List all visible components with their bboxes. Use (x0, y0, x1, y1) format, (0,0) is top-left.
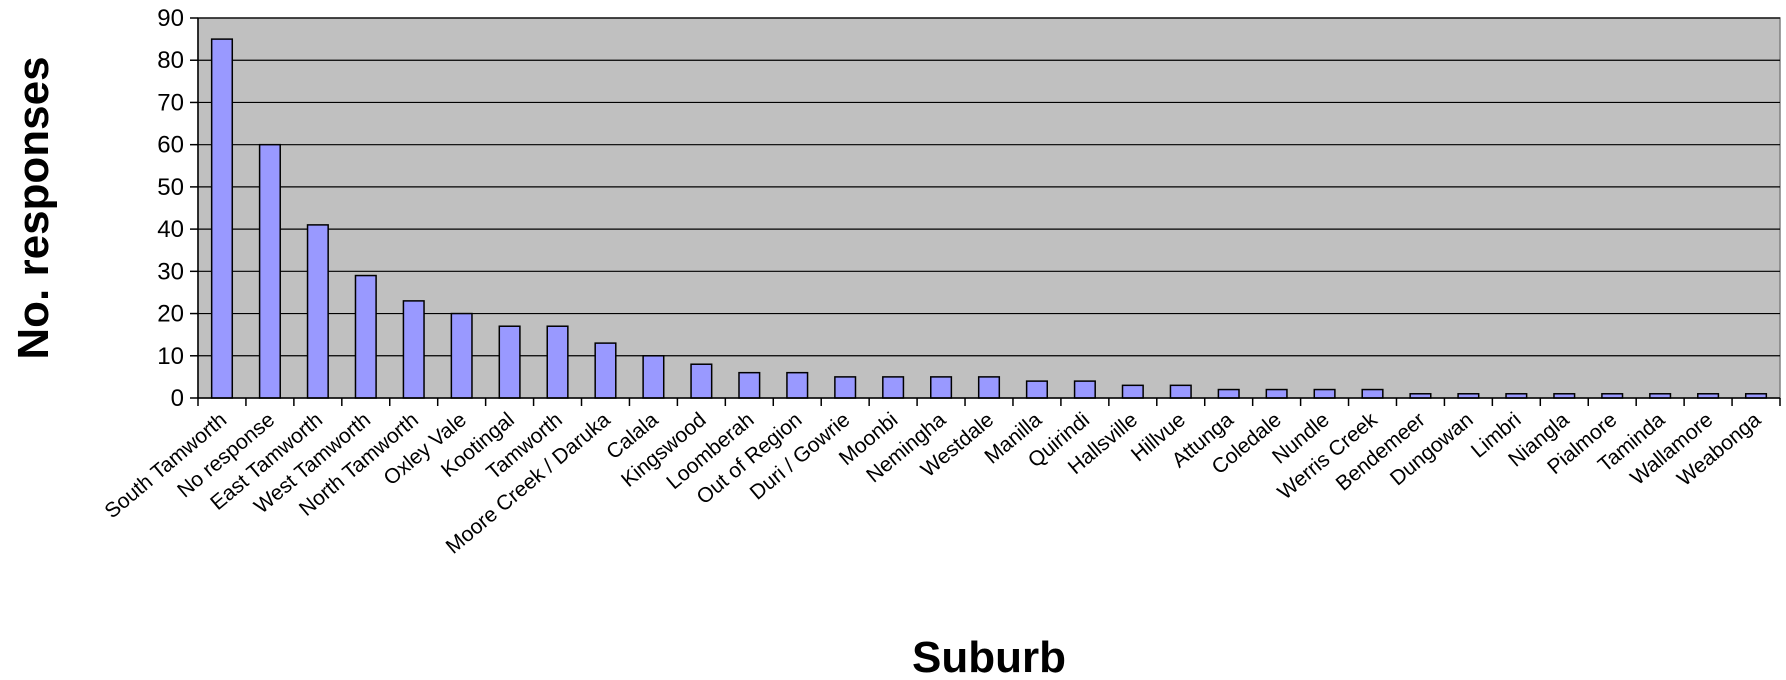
bar (1361, 388, 1384, 399)
bar (1073, 380, 1096, 399)
bar (786, 371, 809, 399)
plot-area (197, 17, 1781, 399)
bar (498, 325, 521, 399)
bar (690, 363, 713, 399)
bar (1217, 388, 1240, 399)
bar (594, 342, 617, 399)
bar (1121, 384, 1144, 399)
bar (450, 312, 473, 399)
y-tick-label: 50 (157, 174, 184, 201)
y-tick-label: 40 (157, 216, 184, 243)
bar (930, 376, 953, 399)
bar (1313, 388, 1336, 399)
bar (1169, 384, 1192, 399)
y-tick-label: 80 (157, 47, 184, 74)
bar (210, 38, 234, 399)
bar (882, 376, 905, 399)
y-tick-label: 60 (157, 132, 184, 159)
x-axis-title: Suburb (912, 633, 1066, 680)
bar (258, 143, 281, 399)
y-tick-label: 0 (171, 385, 184, 412)
bar (834, 376, 857, 399)
y-axis-title: No. responses (9, 56, 58, 359)
bar (1025, 380, 1048, 399)
bar (354, 274, 377, 399)
bar (402, 300, 425, 399)
axes (190, 17, 1781, 406)
y-tick-label: 20 (157, 301, 184, 328)
bar (546, 325, 569, 399)
bar (1265, 388, 1288, 399)
y-tick-label: 70 (157, 89, 184, 116)
bar (977, 376, 1001, 399)
y-tick-label: 10 (157, 343, 184, 370)
bar (738, 371, 761, 399)
bar (642, 355, 665, 399)
y-tick-label: 90 (157, 5, 184, 32)
bars (210, 38, 1768, 399)
y-tick-labels: 0 10 20 30 40 50 60 70 80 90 (157, 5, 184, 412)
y-tick-label: 30 (157, 258, 184, 285)
bar (306, 224, 329, 399)
